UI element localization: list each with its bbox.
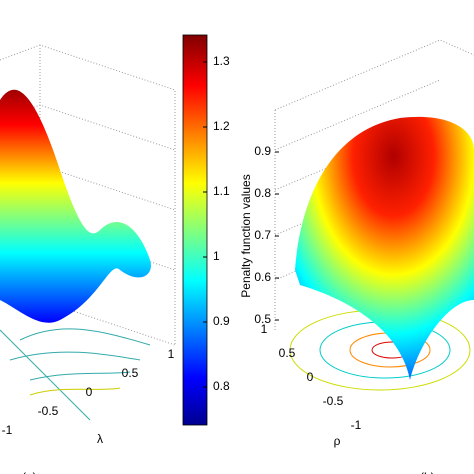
tick-label: 1.3 — [213, 54, 230, 68]
tick-label: 1 — [261, 322, 268, 336]
tick-label: -0.5 — [323, 394, 344, 408]
axis-label: ρ — [334, 434, 341, 448]
tick-label: 1.2 — [213, 119, 230, 133]
axis-label: λ — [97, 432, 103, 446]
right-box — [274, 39, 474, 391]
tick-label: 0.5 — [122, 366, 139, 380]
tick-label: 0.9 — [213, 314, 230, 328]
surface — [0, 89, 151, 323]
tick-label: 1 — [213, 249, 220, 263]
tick-label: 0.7 — [254, 228, 271, 242]
tick-label: 0.8 — [254, 186, 271, 200]
tick-label: 1 — [168, 347, 175, 361]
tick-label: 0.5 — [279, 346, 296, 360]
tick-label: -0.5 — [38, 404, 59, 418]
left-box — [0, 44, 176, 421]
tick-label: 0 — [307, 370, 314, 384]
tick-label: 0 — [86, 385, 93, 399]
tick-label: 0.6 — [254, 270, 271, 284]
tick-label: 0.5 — [254, 312, 271, 326]
colorbar — [182, 34, 208, 426]
axis-label: Penalty function values — [239, 174, 253, 297]
tick-label: 1.1 — [213, 184, 230, 198]
caption: (a) — [22, 470, 37, 474]
caption: (b) — [420, 470, 435, 474]
tick-label: -1 — [2, 423, 13, 437]
tick-label: -1 — [351, 418, 362, 432]
tick-label: 0.8 — [213, 379, 230, 393]
tick-label: 0.9 — [254, 144, 271, 158]
surface — [295, 116, 474, 380]
